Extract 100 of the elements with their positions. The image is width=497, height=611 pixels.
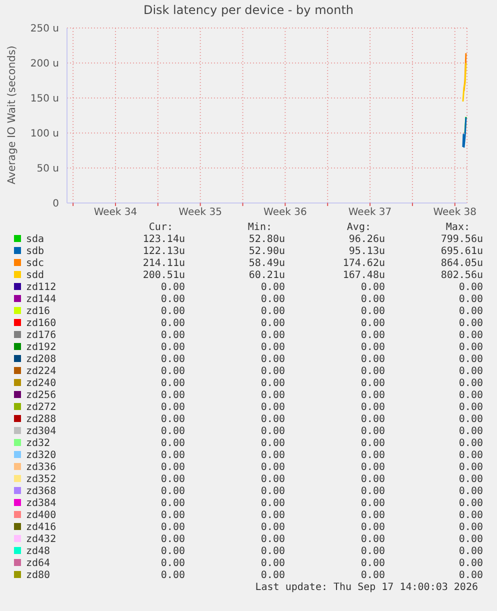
text: 0.00 <box>360 330 385 341</box>
text: 0.00 <box>160 462 185 473</box>
x-tick-label: Week 37 <box>348 207 392 218</box>
text: 0.00 <box>458 390 483 401</box>
x-tick-label: Week 36 <box>264 207 307 218</box>
text: 0.00 <box>260 570 285 581</box>
text: 0.00 <box>160 282 185 293</box>
text: 0.00 <box>160 366 185 377</box>
text: 0.00 <box>458 282 483 293</box>
text: 0.00 <box>260 342 285 353</box>
text: 0.00 <box>360 558 385 569</box>
text: 0.00 <box>458 366 483 377</box>
text: 0.00 <box>458 402 483 413</box>
x-tick-label: Week 38 <box>433 207 477 218</box>
text: 0.00 <box>260 438 285 449</box>
text: 0.00 <box>160 570 185 581</box>
text: 0.00 <box>360 390 385 401</box>
text: 0.00 <box>260 366 285 377</box>
text: 0.00 <box>160 378 185 389</box>
text: 58.49u <box>248 258 285 269</box>
text: 0.00 <box>360 546 385 557</box>
text: 0.00 <box>160 450 185 461</box>
text: 0.00 <box>458 510 483 521</box>
legend-label: zd368 <box>26 486 56 497</box>
legend-label: zd256 <box>26 390 56 401</box>
text: 0.00 <box>260 534 285 545</box>
legend-label: zd48 <box>26 546 50 557</box>
text: 0.00 <box>360 570 385 581</box>
text: 0.00 <box>360 294 385 305</box>
text: 0.00 <box>160 390 185 401</box>
text: 0.00 <box>458 330 483 341</box>
legend-label: sdb <box>26 246 44 257</box>
legend-label: zd432 <box>26 534 56 545</box>
text: Last update: Thu Sep 17 14:00:03 2026 <box>255 582 478 593</box>
text: 0.00 <box>260 318 285 329</box>
text: 0.00 <box>458 462 483 473</box>
legend-label: zd400 <box>26 510 56 521</box>
text: 0.00 <box>160 534 185 545</box>
text: 0.00 <box>260 282 285 293</box>
text: 0.00 <box>360 474 385 485</box>
text: 0.00 <box>260 426 285 437</box>
text: 0.00 <box>360 378 385 389</box>
text: 0.00 <box>160 474 185 485</box>
legend-label: zd16 <box>26 306 50 317</box>
text: 0.00 <box>260 414 285 425</box>
text: 0.00 <box>360 306 385 317</box>
text: 0.00 <box>458 558 483 569</box>
text: 0.00 <box>160 354 185 365</box>
legend-label: zd192 <box>26 342 56 353</box>
legend-label: zd224 <box>26 366 56 377</box>
text: 0.00 <box>160 510 185 521</box>
text: 0.00 <box>160 426 185 437</box>
text: 0.00 <box>160 486 185 497</box>
legend-label: zd144 <box>26 294 56 305</box>
text: 0.00 <box>260 402 285 413</box>
line-series <box>462 116 467 148</box>
y-tick-label: 50 u <box>36 164 59 175</box>
legend-label: zd288 <box>26 414 56 425</box>
text: 0.00 <box>160 522 185 533</box>
text: Cur: <box>148 222 173 233</box>
legend-label: zd208 <box>26 354 56 365</box>
y-tick-label: 150 u <box>30 94 59 105</box>
text: Min: <box>248 222 272 233</box>
text: 123.14u <box>142 234 185 245</box>
text: 0.00 <box>260 330 285 341</box>
x-tick-label: Week 35 <box>178 207 222 218</box>
text: 52.90u <box>248 246 285 257</box>
text: 0.00 <box>160 342 185 353</box>
text: 0.00 <box>260 522 285 533</box>
text: 864.05u <box>440 258 483 269</box>
y-tick-label: 0 <box>52 198 59 210</box>
text: 0.00 <box>360 426 385 437</box>
text: 122.13u <box>142 246 185 257</box>
text: Avg: <box>346 222 371 233</box>
legend-label: zd112 <box>26 282 56 293</box>
text: 0.00 <box>458 318 483 329</box>
legend-label: sdd <box>26 270 44 281</box>
text: 0.00 <box>360 282 385 293</box>
legend-label: zd64 <box>26 558 50 569</box>
text: 0.00 <box>360 534 385 545</box>
text: 0.00 <box>260 558 285 569</box>
chart-title: Disk latency per device - by month <box>142 3 355 17</box>
text: 0.00 <box>458 438 483 449</box>
text: 0.00 <box>260 462 285 473</box>
text: 0.00 <box>458 498 483 509</box>
text: 0.00 <box>458 486 483 497</box>
text: 0.00 <box>160 546 185 557</box>
text: 0.00 <box>360 342 385 353</box>
text: 0.00 <box>360 414 385 425</box>
legend-label: zd336 <box>26 462 56 473</box>
text: 695.61u <box>440 246 483 257</box>
text: 0.00 <box>360 354 385 365</box>
text: 0.00 <box>160 558 185 569</box>
text: 0.00 <box>160 402 185 413</box>
text: 802.56u <box>440 270 483 281</box>
text: 0.00 <box>260 294 285 305</box>
text: 174.62u <box>342 258 385 269</box>
text: 0.00 <box>458 546 483 557</box>
text: 60.21u <box>248 270 285 281</box>
text: 0.00 <box>360 450 385 461</box>
